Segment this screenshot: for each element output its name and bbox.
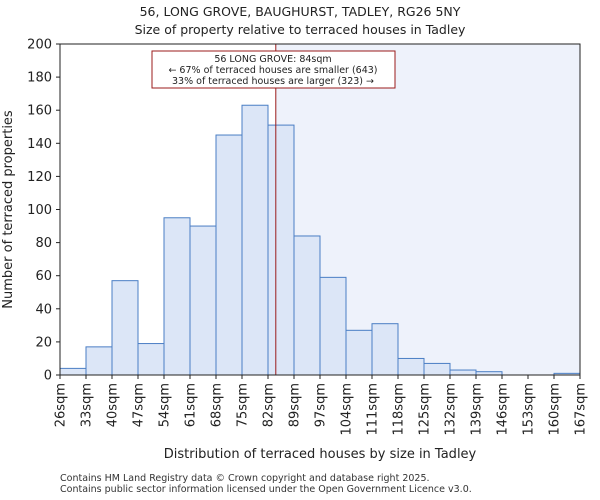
x-tick-label: 160sqm bbox=[548, 383, 563, 436]
footer-licence: Contains public sector information licen… bbox=[60, 484, 472, 495]
y-tick-label: 60 bbox=[35, 269, 52, 284]
chart-subtitle: Size of property relative to terraced ho… bbox=[134, 22, 466, 37]
histogram-bar bbox=[423, 362, 451, 376]
chart-title: 56, LONG GROVE, BAUGHURST, TADLEY, RG26 … bbox=[139, 4, 461, 19]
histogram-bar bbox=[397, 357, 425, 376]
x-tick-label: 167sqm bbox=[574, 383, 589, 436]
histogram-bar bbox=[189, 225, 217, 376]
histogram-bar bbox=[319, 276, 347, 376]
y-tick-label: 100 bbox=[27, 203, 52, 218]
y-axis-label: Number of terraced properties bbox=[1, 110, 16, 309]
x-tick-label: 146sqm bbox=[496, 383, 511, 436]
histogram-bar bbox=[137, 343, 165, 376]
histogram-bar bbox=[163, 217, 191, 376]
histogram-bar bbox=[111, 280, 139, 376]
annotation-line-2: ← 67% of terraced houses are smaller (64… bbox=[168, 65, 377, 76]
histogram-bar bbox=[371, 323, 399, 376]
x-tick-label: 40sqm bbox=[106, 383, 121, 427]
histogram-bar bbox=[241, 104, 269, 376]
annotation-line-1: 56 LONG GROVE: 84sqm bbox=[214, 54, 331, 65]
x-tick-label: 89sqm bbox=[288, 383, 303, 427]
x-tick-label: 97sqm bbox=[314, 383, 329, 427]
y-tick-label: 180 bbox=[27, 71, 52, 86]
histogram-bar bbox=[85, 346, 113, 376]
y-tick-label: 80 bbox=[35, 236, 52, 251]
x-tick-label: 132sqm bbox=[444, 383, 459, 436]
x-tick-label: 26sqm bbox=[54, 383, 69, 427]
y-tick-label: 200 bbox=[27, 38, 52, 53]
x-tick-label: 33sqm bbox=[80, 383, 95, 427]
histogram-bar bbox=[215, 134, 243, 376]
x-axis-label: Distribution of terraced houses by size … bbox=[164, 447, 477, 462]
histogram-bar bbox=[59, 367, 87, 376]
x-tick-label: 68sqm bbox=[210, 383, 225, 427]
y-tick-label: 0 bbox=[44, 369, 52, 384]
x-tick-label: 118sqm bbox=[392, 383, 407, 436]
y-tick-label: 160 bbox=[27, 104, 52, 119]
x-tick-label: 125sqm bbox=[418, 383, 433, 436]
y-tick-label: 120 bbox=[27, 170, 52, 185]
histogram-bar bbox=[345, 329, 373, 376]
x-tick-label: 82sqm bbox=[262, 383, 277, 427]
footer-copyright: Contains HM Land Registry data © Crown c… bbox=[60, 473, 430, 484]
x-tick-label: 153sqm bbox=[522, 383, 537, 436]
x-tick-label: 61sqm bbox=[184, 383, 199, 427]
histogram-bar bbox=[267, 124, 295, 376]
x-tick-label: 47sqm bbox=[132, 383, 147, 427]
x-tick-label: 111sqm bbox=[366, 383, 381, 436]
annotation-line-3: 33% of terraced houses are larger (323) … bbox=[172, 76, 374, 87]
histogram-bar bbox=[449, 369, 477, 376]
annotation-box bbox=[151, 50, 396, 89]
y-tick-label: 40 bbox=[35, 302, 52, 317]
y-tick-label: 140 bbox=[27, 137, 52, 152]
y-tick-label: 20 bbox=[35, 335, 52, 350]
x-tick-label: 75sqm bbox=[236, 383, 251, 427]
x-tick-label: 54sqm bbox=[158, 383, 173, 427]
x-tick-label: 104sqm bbox=[340, 383, 355, 436]
x-tick-label: 139sqm bbox=[470, 383, 485, 436]
histogram-bar bbox=[293, 235, 321, 376]
